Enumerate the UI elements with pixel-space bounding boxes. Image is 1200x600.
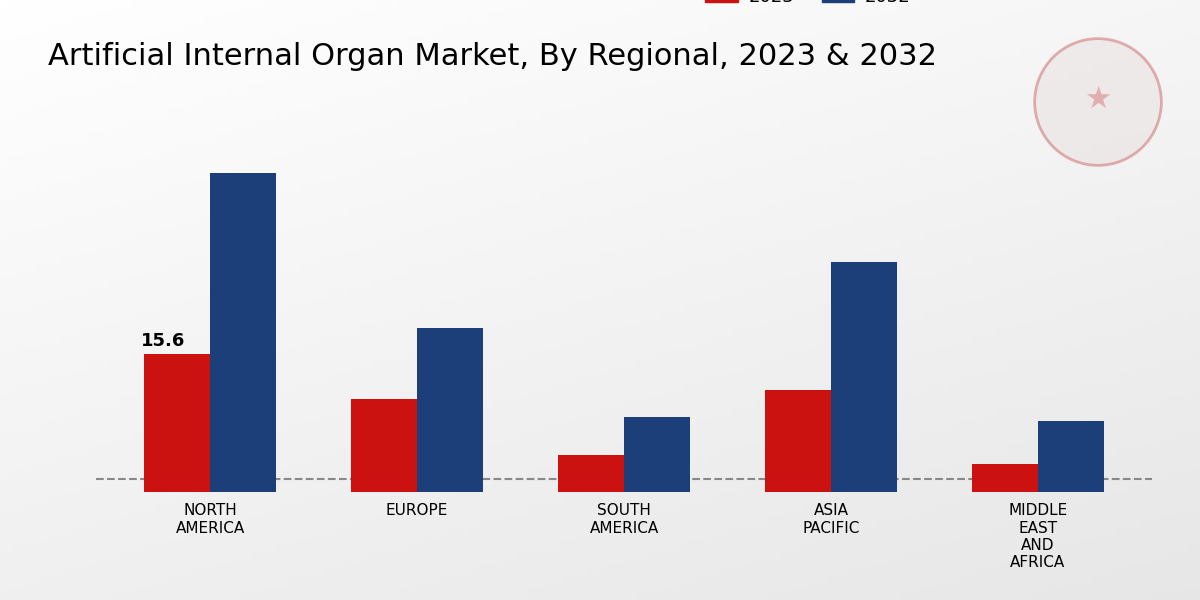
Bar [972, 464, 1038, 492]
Bar [830, 262, 898, 492]
Bar [418, 328, 484, 492]
Circle shape [1034, 38, 1162, 166]
Bar [350, 399, 418, 492]
Text: 15.6: 15.6 [140, 332, 185, 350]
Bar [624, 417, 690, 492]
Bar [210, 173, 276, 492]
Bar [144, 354, 210, 492]
Bar [1038, 421, 1104, 492]
Text: Artificial Internal Organ Market, By Regional, 2023 & 2032: Artificial Internal Organ Market, By Reg… [48, 42, 937, 71]
Bar [764, 390, 830, 492]
Text: ★: ★ [1085, 85, 1111, 114]
Legend: 2023, 2032: 2023, 2032 [706, 0, 911, 5]
Bar [558, 455, 624, 492]
